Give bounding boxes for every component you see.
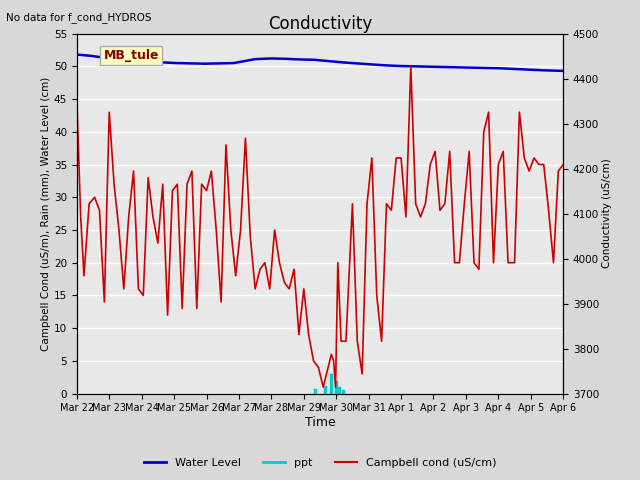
Legend: Water Level, ppt, Campbell cond (uS/cm): Water Level, ppt, Campbell cond (uS/cm) — [140, 453, 500, 472]
Y-axis label: Campbell Cond (uS/m), Rain (mm), Water Level (cm): Campbell Cond (uS/m), Rain (mm), Water L… — [41, 76, 51, 351]
Title: Conductivity: Conductivity — [268, 15, 372, 34]
X-axis label: Time: Time — [305, 416, 335, 429]
Text: No data for f_cond_HYDROS: No data for f_cond_HYDROS — [6, 12, 152, 23]
Text: MB_tule: MB_tule — [104, 49, 159, 62]
Y-axis label: Conductivity (uS/cm): Conductivity (uS/cm) — [602, 159, 612, 268]
